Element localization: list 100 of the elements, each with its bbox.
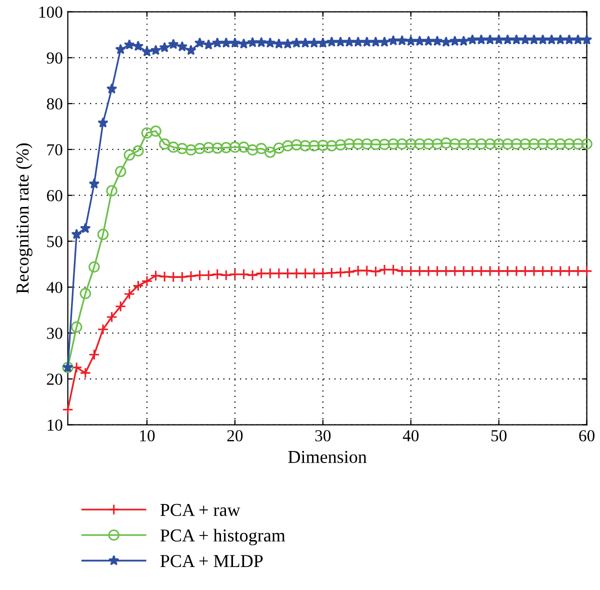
point (264, 268, 276, 279)
point (168, 142, 179, 153)
point (537, 138, 548, 150)
point (150, 44, 162, 56)
point (396, 265, 408, 277)
point (476, 138, 487, 150)
point (510, 265, 522, 277)
point (274, 38, 284, 49)
y-tick-label: 20 (47, 374, 62, 385)
point (449, 36, 460, 46)
point (493, 265, 504, 277)
point (256, 142, 267, 154)
point (378, 138, 390, 150)
point (168, 38, 179, 50)
legend-label: PCA + histogram (160, 528, 286, 546)
point (581, 34, 592, 44)
point (88, 261, 100, 273)
y-tick-label: 10 (48, 420, 62, 431)
point (581, 138, 592, 150)
point (449, 138, 460, 150)
point (114, 166, 126, 178)
point (124, 39, 135, 50)
point (158, 270, 170, 282)
point (98, 117, 108, 128)
point (370, 138, 382, 150)
point (554, 138, 566, 150)
point (476, 34, 487, 44)
point (70, 362, 82, 374)
point (466, 265, 478, 277)
point (432, 36, 443, 46)
y-tick-label: 80 (46, 98, 62, 110)
point (414, 36, 426, 46)
point (344, 138, 355, 150)
point (335, 36, 346, 47)
x-axis-title: Dimension (288, 450, 367, 464)
point (511, 34, 522, 44)
point (502, 34, 514, 44)
point (291, 37, 302, 48)
point (361, 36, 372, 47)
point (238, 38, 250, 49)
point (186, 44, 196, 56)
point (150, 270, 162, 282)
point (106, 83, 118, 94)
point (528, 265, 540, 277)
point (528, 34, 540, 44)
legend-label: PCA + MLDP (160, 555, 263, 568)
y-tick-label: 60 (46, 190, 62, 202)
point (388, 138, 399, 150)
point (440, 265, 452, 277)
point (502, 138, 514, 150)
point (564, 265, 575, 277)
point (308, 268, 320, 279)
point (572, 265, 584, 277)
point (334, 266, 346, 278)
point (194, 142, 206, 154)
point (238, 142, 250, 153)
point (572, 138, 584, 150)
point (318, 37, 328, 48)
x-tick-label: 30 (315, 430, 331, 442)
point (361, 264, 373, 276)
point (159, 42, 170, 52)
point (422, 265, 434, 277)
point (432, 265, 443, 277)
point (273, 268, 285, 279)
point (458, 138, 470, 150)
point (290, 139, 302, 151)
point (185, 270, 197, 282)
point (264, 146, 276, 158)
point (132, 280, 144, 292)
point (317, 268, 329, 279)
point (300, 37, 311, 48)
y-tick-label: 50 (47, 236, 62, 248)
point (396, 35, 408, 46)
point (405, 265, 416, 277)
point (230, 37, 240, 48)
point (458, 36, 470, 46)
point (546, 34, 557, 44)
point (132, 40, 144, 51)
y-tick-label: 30 (47, 328, 62, 339)
point (352, 138, 364, 150)
point (554, 265, 566, 277)
point (493, 34, 504, 44)
point (352, 264, 364, 276)
point (202, 142, 214, 154)
point (282, 268, 294, 279)
point (352, 36, 364, 47)
point (422, 138, 434, 150)
point (220, 142, 232, 154)
x-tick-label: 40 (402, 430, 419, 442)
point (70, 321, 82, 333)
point (379, 36, 390, 47)
point (546, 265, 558, 277)
y-tick-label: 100 (39, 6, 62, 18)
point (158, 138, 170, 150)
point (194, 37, 206, 48)
point (71, 228, 82, 240)
point (282, 140, 294, 152)
point (114, 300, 126, 312)
point (388, 264, 399, 276)
point (220, 270, 232, 281)
